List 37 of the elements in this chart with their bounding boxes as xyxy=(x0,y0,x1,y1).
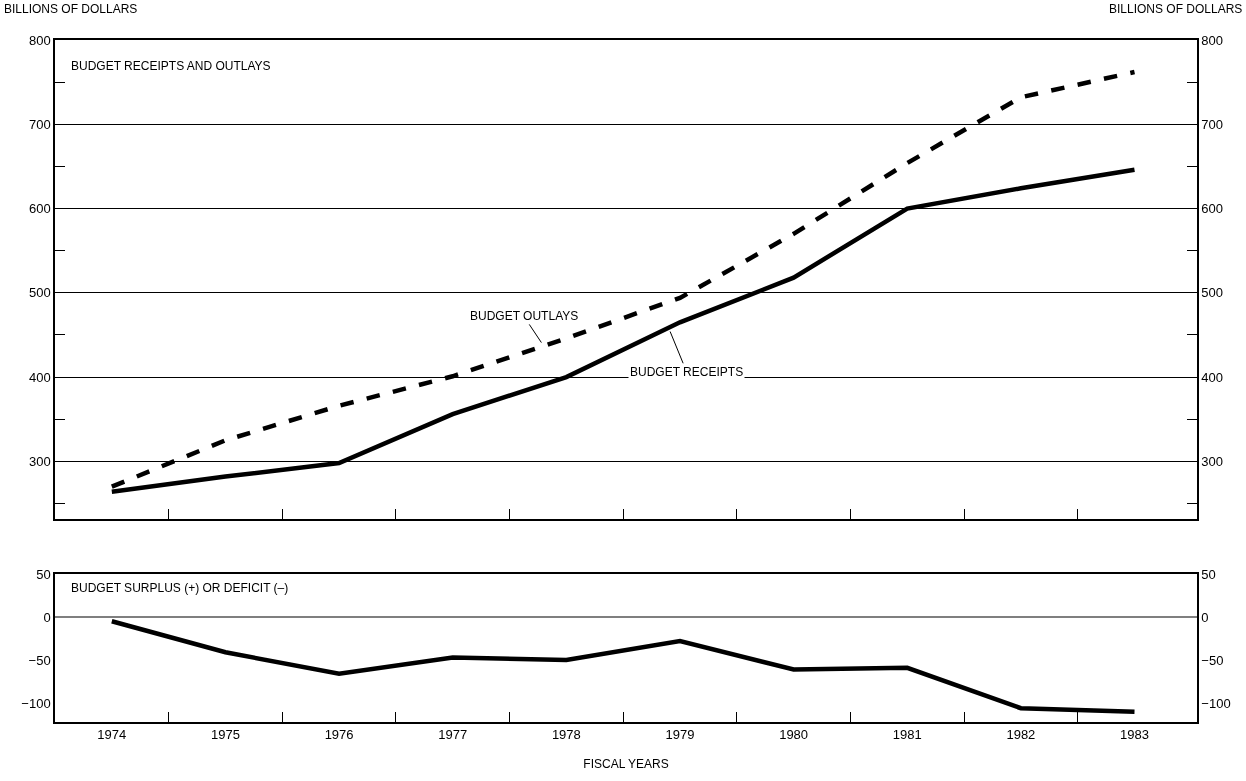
series-label: BUDGET RECEIPTS xyxy=(630,365,744,379)
x-tick-label: 1981 xyxy=(892,727,922,743)
y-tick-label: 300 xyxy=(28,453,51,469)
y2-tick-label: 500 xyxy=(1201,285,1224,301)
x-tick-label: 1974 xyxy=(97,727,127,743)
y-tick-label: 50 xyxy=(36,566,51,582)
text: BUDGET SURPLUS (+) OR DEFICIT (–) xyxy=(71,581,289,595)
y-axis-title: BILLIONS OF DOLLARS xyxy=(4,2,138,16)
x-tick-label: 1976 xyxy=(324,727,354,743)
y2-axis-title: BILLIONS OF DOLLARS xyxy=(1109,2,1243,16)
x-tick-label: 1977 xyxy=(438,727,468,743)
y2-tick-label: 50 xyxy=(1201,566,1216,582)
y2-tick-label: 0 xyxy=(1201,609,1209,625)
x-tick-label: 1980 xyxy=(779,727,809,743)
y-tick-label: 800 xyxy=(28,32,51,48)
y2-tick-label: −100 xyxy=(1201,695,1231,711)
y2-tick-label: 400 xyxy=(1201,369,1224,385)
text: BUDGET RECEIPTS AND OUTLAYS xyxy=(71,59,271,73)
y-tick-label: 600 xyxy=(28,201,51,217)
y-tick-label: 0 xyxy=(43,609,51,625)
y-tick-label: 400 xyxy=(28,369,51,385)
y-tick-label: 700 xyxy=(28,116,51,132)
x-tick-label: 1983 xyxy=(1120,727,1149,743)
series-label: BUDGET OUTLAYS xyxy=(470,309,579,323)
y-tick-label: −100 xyxy=(21,695,51,711)
x-tick-label: 1979 xyxy=(665,727,695,743)
y2-tick-label: 300 xyxy=(1201,453,1224,469)
x-tick-label: 1975 xyxy=(210,727,240,743)
x-tick-label: 1982 xyxy=(1006,727,1036,743)
y2-tick-label: 600 xyxy=(1201,201,1224,217)
y-tick-label: 500 xyxy=(28,285,51,301)
y-tick-label: −50 xyxy=(28,652,51,668)
y2-tick-label: −50 xyxy=(1201,652,1224,668)
x-axis-title: FISCAL YEARS xyxy=(583,756,669,771)
y2-tick-label: 800 xyxy=(1201,32,1224,48)
y2-tick-label: 700 xyxy=(1201,116,1224,132)
x-tick-label: 1978 xyxy=(551,727,581,743)
